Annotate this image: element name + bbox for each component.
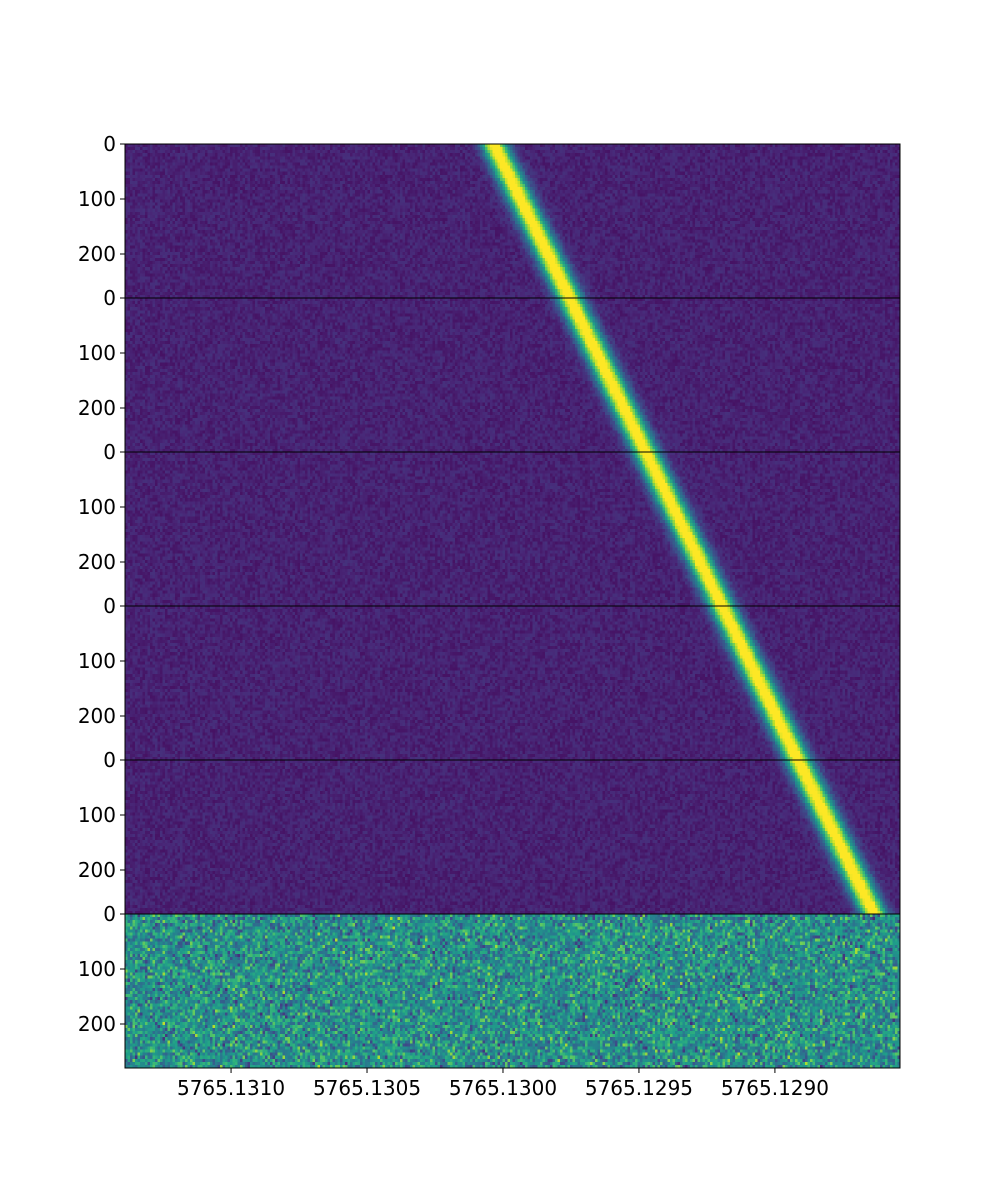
y-tick-label: 200: [78, 396, 116, 420]
y-tick-label: 0: [103, 132, 116, 156]
y-tick-label: 0: [103, 440, 116, 464]
x-tick-label: 5765.1290: [721, 1076, 829, 1100]
y-tick-label: 200: [78, 704, 116, 728]
y-tick-label: 200: [78, 1012, 116, 1036]
x-tick-label: 5765.1295: [585, 1076, 693, 1100]
y-tick-label: 200: [78, 242, 116, 266]
heatmap-panel-4: [125, 606, 900, 760]
heatmap-panel-3: [125, 452, 900, 606]
heatmap-panels: [125, 144, 900, 1068]
y-tick-label: 100: [78, 649, 116, 673]
frame-panel-6: [124, 913, 901, 1069]
heatmap-panel-2: [125, 298, 900, 452]
y-tick-label: 100: [78, 803, 116, 827]
heatmap-panel-6: [125, 914, 900, 1068]
panel-frames: [124, 143, 901, 1069]
x-tick-label: 5765.1310: [177, 1076, 285, 1100]
x-axis-ticks: 5765.1310 5765.1305 5765.1300 5765.1295 5765…: [177, 1068, 829, 1100]
heatmap-panel-1: [125, 144, 900, 298]
y-tick-label: 200: [78, 858, 116, 882]
heatmap-panel-5: [125, 760, 900, 914]
y-tick-label: 0: [103, 594, 116, 618]
y-tick-label: 100: [78, 495, 116, 519]
y-tick-label: 0: [103, 286, 116, 310]
y-tick-label: 0: [103, 748, 116, 772]
y-tick-label: 200: [78, 550, 116, 574]
x-tick-label: 5765.1305: [313, 1076, 421, 1100]
y-tick-label: 100: [78, 957, 116, 981]
x-tick-label: 5765.1300: [449, 1076, 557, 1100]
y-tick-label: 100: [78, 341, 116, 365]
y-tick-label: 100: [78, 187, 116, 211]
y-axis-ticks: 0 100 200 0 100 200 0 100 200 0 100 200 0 100 200 0 100 2…: [78, 132, 125, 1036]
y-tick-label: 0: [103, 902, 116, 926]
